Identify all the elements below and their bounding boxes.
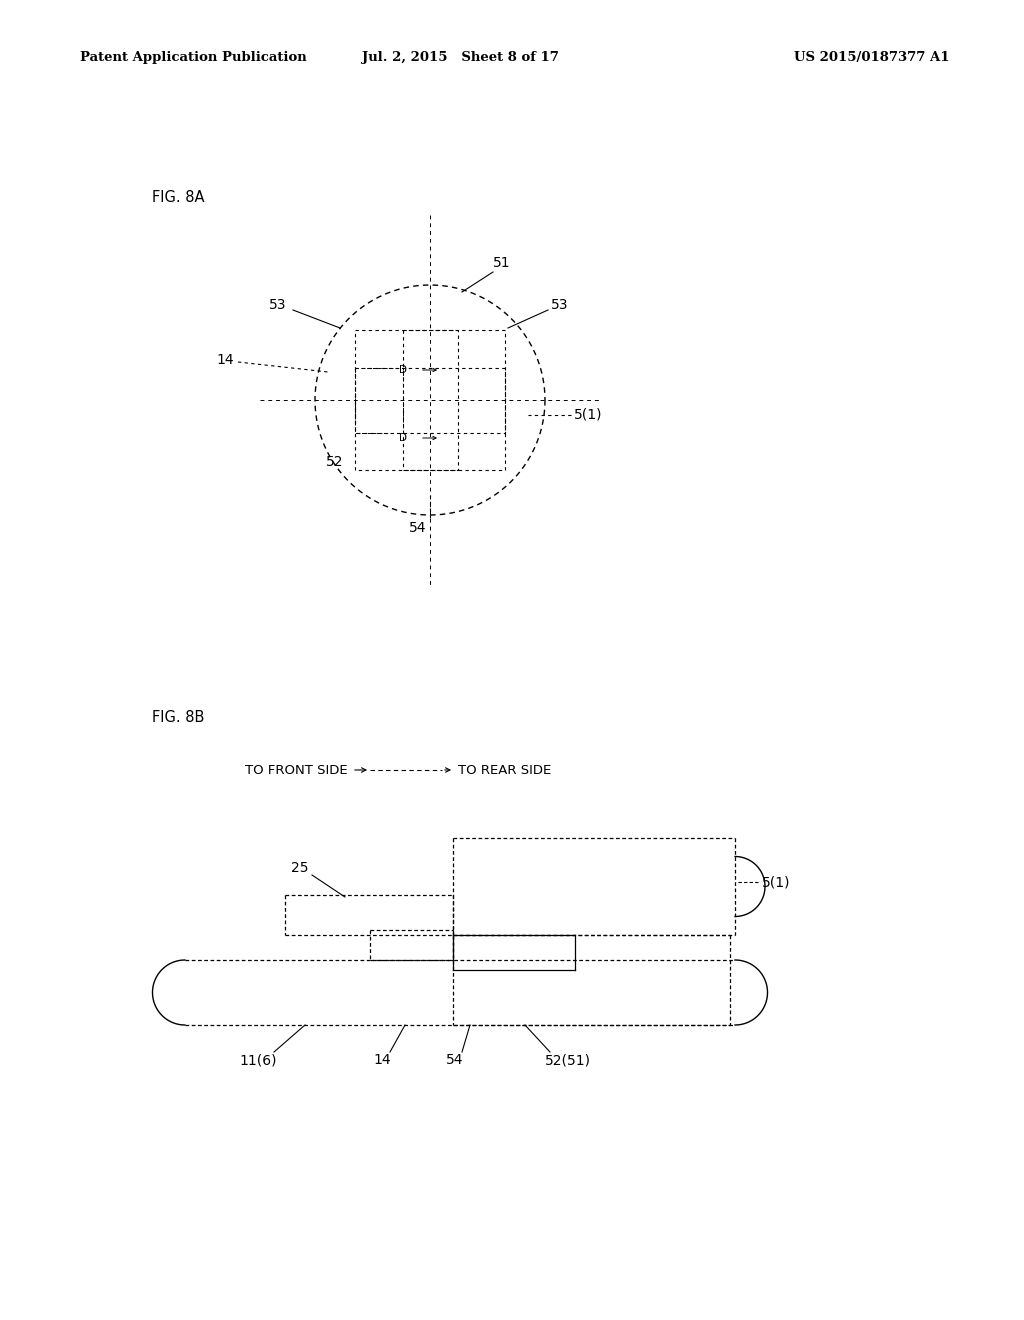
Polygon shape (453, 935, 730, 1026)
Text: 11(6): 11(6) (240, 1053, 276, 1067)
Text: 14: 14 (216, 352, 233, 367)
Text: D: D (399, 366, 407, 375)
Text: 53: 53 (551, 298, 568, 312)
Text: 54: 54 (410, 521, 427, 535)
Text: D: D (399, 433, 407, 444)
Text: TO REAR SIDE: TO REAR SIDE (458, 763, 551, 776)
Text: 51: 51 (494, 256, 511, 271)
Text: 5(1): 5(1) (574, 408, 602, 422)
Text: 14: 14 (373, 1053, 391, 1067)
Text: 25: 25 (291, 861, 309, 875)
Text: TO FRONT SIDE: TO FRONT SIDE (246, 763, 348, 776)
Text: 5(1): 5(1) (762, 875, 791, 888)
Polygon shape (453, 838, 735, 935)
Text: 52(51): 52(51) (545, 1053, 591, 1067)
Text: FIG. 8A: FIG. 8A (152, 190, 205, 206)
Polygon shape (370, 931, 453, 960)
Text: Patent Application Publication: Patent Application Publication (80, 51, 307, 65)
Text: 54: 54 (446, 1053, 464, 1067)
Text: 53: 53 (269, 298, 287, 312)
Text: FIG. 8B: FIG. 8B (152, 710, 205, 726)
Text: Jul. 2, 2015   Sheet 8 of 17: Jul. 2, 2015 Sheet 8 of 17 (361, 51, 558, 65)
Text: US 2015/0187377 A1: US 2015/0187377 A1 (795, 51, 950, 65)
Text: 52: 52 (327, 455, 344, 469)
Polygon shape (453, 935, 575, 970)
Polygon shape (285, 895, 453, 935)
Polygon shape (185, 960, 735, 1026)
